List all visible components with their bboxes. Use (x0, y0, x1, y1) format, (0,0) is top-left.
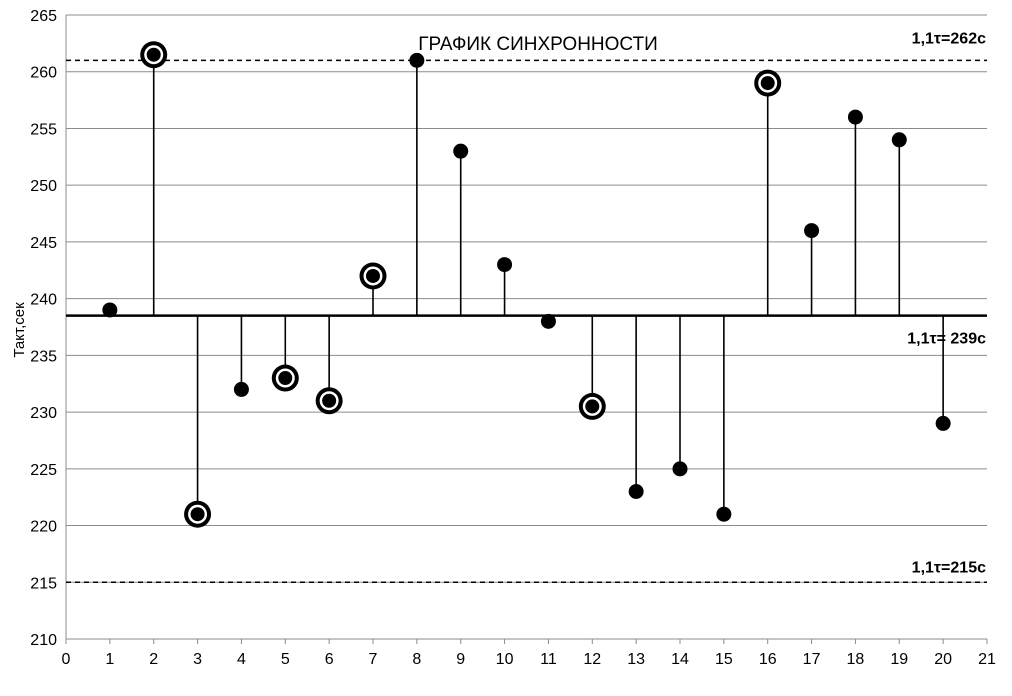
x-tick-label: 10 (496, 651, 514, 668)
x-tick-label: 1 (105, 651, 114, 668)
y-tick-label: 265 (30, 8, 57, 25)
circled-point-core-12 (585, 399, 600, 414)
x-tick-label: 21 (978, 651, 996, 668)
x-tick-label: 20 (934, 651, 952, 668)
x-tick-label: 19 (890, 651, 908, 668)
data-point-4 (233, 381, 249, 397)
y-tick-label: 245 (30, 235, 57, 252)
grid-lines (66, 14, 987, 640)
reference-label-0: 1,1τ=262с (912, 30, 986, 47)
circled-point-core-5 (278, 371, 293, 386)
reference-label-1: 1,1τ= 239с (907, 331, 986, 348)
y-tick-label: 215 (30, 575, 57, 592)
data-point-20 (935, 415, 951, 431)
reference-lines (66, 59, 987, 584)
chart-title: ГРАФИК СИНХРОННОСТИ (418, 34, 658, 55)
circled-point-core-7 (366, 268, 380, 283)
reference-label-2: 1,1τ=215с (912, 559, 986, 576)
circled-point-core-2 (146, 47, 161, 62)
data-point-11 (540, 313, 556, 329)
x-tick-label: 16 (759, 651, 777, 668)
circled-point-core-16 (760, 76, 775, 91)
x-tick-label: 12 (583, 651, 601, 668)
circled-point-core-6 (322, 393, 337, 408)
x-tick-label: 13 (627, 651, 645, 668)
x-tick-label: 7 (369, 651, 378, 668)
data-point-19 (891, 132, 907, 148)
x-tick-label: 2 (149, 651, 158, 668)
x-tick-label: 18 (847, 651, 865, 668)
x-tick-label: 0 (62, 651, 71, 668)
data-point-9 (453, 143, 469, 159)
data-point-8 (409, 52, 425, 68)
y-tick-label: 230 (30, 405, 57, 422)
x-tick-label: 8 (412, 651, 421, 668)
x-tick-label: 3 (193, 651, 202, 668)
y-axis-title: Такт,сек (11, 302, 28, 358)
data-point-10 (497, 257, 513, 273)
x-tick-label: 9 (456, 651, 465, 668)
y-tick-label: 235 (30, 348, 57, 365)
data-point-14 (672, 461, 688, 477)
x-tick-label: 11 (540, 651, 557, 668)
data-point-15 (716, 506, 732, 522)
data-point-13 (628, 484, 644, 500)
y-tick-label: 260 (30, 65, 57, 82)
x-tick-label: 17 (803, 651, 821, 668)
x-tick-label: 14 (671, 651, 689, 668)
data-point-18 (847, 109, 863, 125)
y-tick-label: 220 (30, 519, 57, 536)
y-tick-label: 240 (30, 292, 57, 309)
data-point-1 (102, 302, 118, 318)
x-tick-label: 6 (325, 651, 334, 668)
y-tick-label: 250 (30, 178, 57, 195)
y-tick-label: 255 (30, 121, 57, 138)
reference-labels: 1,1τ=262с 1,1τ= 239с 1,1τ=215с (907, 30, 986, 576)
y-tick-label: 210 (30, 632, 57, 649)
x-tick-label: 15 (715, 651, 733, 668)
stems (109, 54, 944, 515)
circled-point-core-3 (190, 507, 205, 522)
x-tick-label: 4 (237, 651, 246, 668)
y-tick-label: 225 (30, 462, 57, 479)
x-tick-label: 5 (281, 651, 290, 668)
data-points (102, 41, 951, 528)
data-point-17 (804, 223, 820, 239)
axes (65, 15, 988, 644)
